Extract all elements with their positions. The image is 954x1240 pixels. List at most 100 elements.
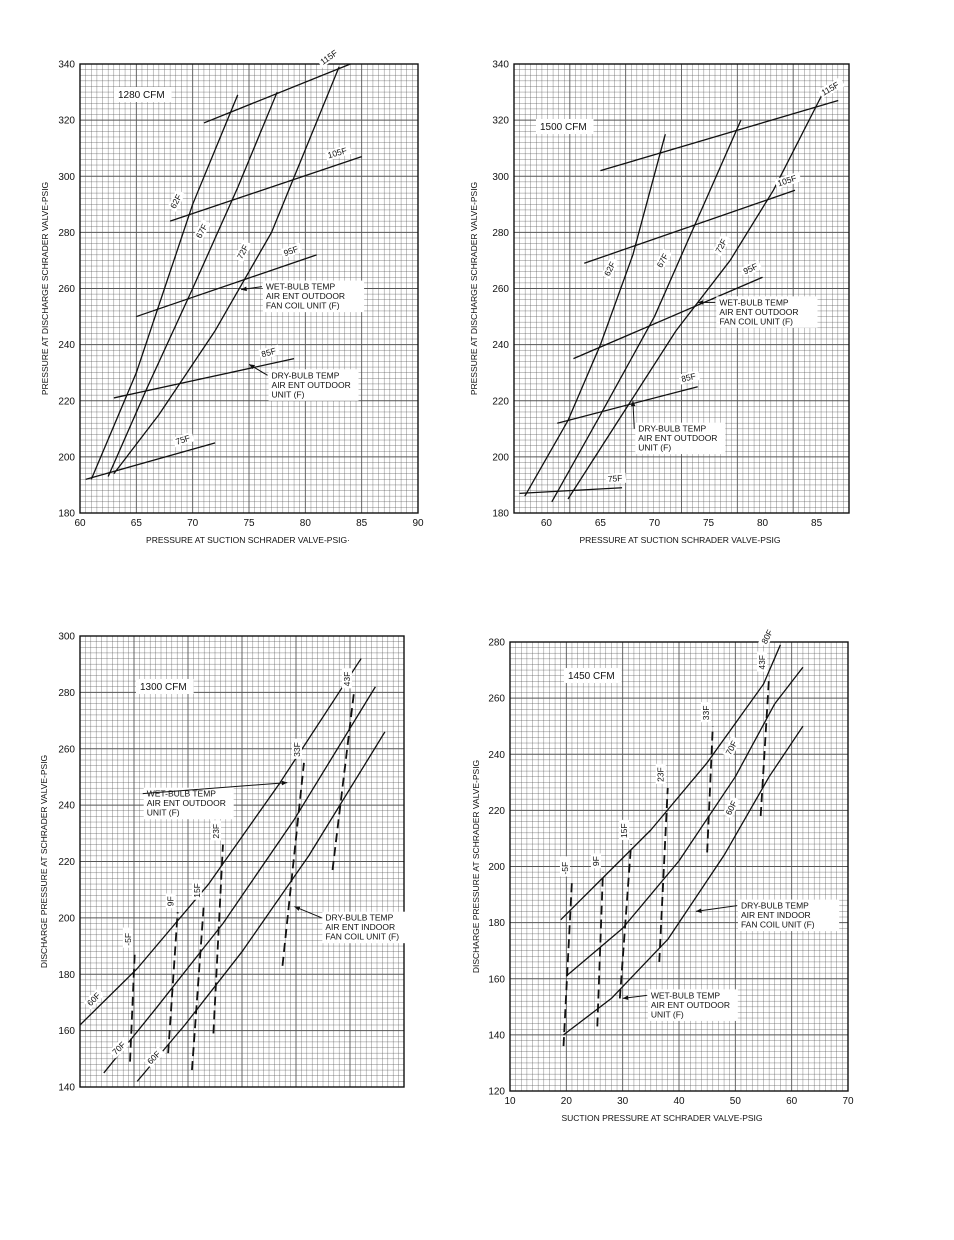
annotation-text: FAN COIL UNIT (F) <box>741 920 815 930</box>
y-tick-label: 240 <box>492 340 509 351</box>
series-label: 15F <box>619 823 629 838</box>
y-tick-label: 140 <box>58 1083 75 1094</box>
x-tick-label: 85 <box>356 518 368 529</box>
series-label-group: 23F <box>656 764 666 784</box>
y-axis-label: PRESSURE AT DISCHARGE SCHRADER VALVE-PSI… <box>469 182 479 395</box>
annotation-text: UNIT (F) <box>272 389 305 399</box>
annotation-text: AIR ENT INDOOR <box>741 910 811 920</box>
series-label-group: -5F <box>560 856 570 876</box>
y-tick-label: 260 <box>58 744 75 755</box>
series-label-group: 33F <box>292 739 302 759</box>
y-tick-label: 160 <box>58 1026 75 1037</box>
x-tick-label: 85 <box>811 518 823 529</box>
x-tick-label: 80 <box>757 518 769 529</box>
y-tick-label: 220 <box>58 857 75 868</box>
series-line-43F <box>333 692 354 870</box>
series-line-15F <box>192 904 204 1070</box>
y-tick-label: 280 <box>488 638 505 649</box>
y-tick-label: 260 <box>492 284 509 295</box>
y-tick-label: 220 <box>488 806 505 817</box>
y-tick-label: 220 <box>58 396 75 407</box>
series-label-group: -5F <box>123 928 133 948</box>
series-line--5F <box>564 881 572 1047</box>
series-line-70F <box>104 687 376 1073</box>
y-tick-label: 320 <box>492 116 509 127</box>
annotation-text: UNIT (F) <box>147 808 180 818</box>
series-label-group: 43F <box>342 668 352 688</box>
annotation-text: UNIT (F) <box>651 1009 684 1019</box>
series-line-33F <box>283 763 304 966</box>
annotation-arrowhead <box>282 781 288 786</box>
y-tick-label: 240 <box>58 340 75 351</box>
series-label-group: 105F <box>325 144 352 161</box>
y-tick-label: 180 <box>488 918 505 929</box>
y-tick-label: 240 <box>488 750 505 761</box>
annotation-text: DRY-BULB TEMP <box>325 913 393 923</box>
series-label-group: 23F <box>211 820 221 840</box>
series-label-group: 80F <box>758 625 776 648</box>
series-label-group: 9F <box>166 893 176 908</box>
x-tick-label: 70 <box>842 1096 854 1107</box>
series-label: 33F <box>292 742 302 757</box>
annotation-text: UNIT (F) <box>638 443 671 453</box>
annotation-text: AIR ENT OUTDOOR <box>638 433 717 443</box>
y-tick-label: 320 <box>58 116 75 127</box>
x-tick-label: 40 <box>673 1096 685 1107</box>
y-tick-label: 120 <box>488 1087 505 1098</box>
x-tick-label: 65 <box>595 518 607 529</box>
y-axis-label: DISCHARGE PRESSURE AT SCHRADER VALVE-PSI… <box>39 755 49 968</box>
annotation-text: DRY-BULB TEMP <box>638 424 706 434</box>
series-label: 75F <box>174 433 191 447</box>
chart-title: 1280 CFM <box>118 90 165 101</box>
x-tick-label: 30 <box>617 1096 629 1107</box>
y-tick-label: 280 <box>58 228 75 239</box>
series-label-group: 43F <box>757 651 767 671</box>
x-tick-label: 90 <box>412 518 424 529</box>
x-tick-label: 10 <box>504 1096 516 1107</box>
annotation-text: WET-BULB TEMP <box>651 990 721 1000</box>
series-line-43F <box>761 676 769 816</box>
y-tick-label: 140 <box>488 1030 505 1041</box>
y-tick-label: 300 <box>58 172 75 183</box>
y-tick-label: 260 <box>488 694 505 705</box>
y-tick-label: 200 <box>58 452 75 463</box>
y-tick-label: 340 <box>58 60 75 71</box>
series-label-group: 70F <box>722 736 740 759</box>
series-label: 85F <box>680 371 697 384</box>
annotation-text: WET-BULB TEMP <box>147 789 217 799</box>
chart-3-grid <box>80 636 404 1087</box>
x-tick-label: 70 <box>649 518 661 529</box>
y-axis-label: DISCHARGE PRESSURE AT SCHRADER VALVE-PSI… <box>471 760 481 973</box>
x-tick-label: 60 <box>74 518 86 529</box>
series-label-group: 33F <box>701 702 711 722</box>
annotation-text: DRY-BULB TEMP <box>741 901 809 911</box>
x-tick-label: 70 <box>187 518 199 529</box>
annotation-text: AIR ENT INDOOR <box>325 922 395 932</box>
annotation-text: DRY-BULB TEMP <box>272 370 340 380</box>
y-tick-label: 200 <box>492 452 509 463</box>
annotation-text: AIR ENT OUTDOOR <box>651 1000 730 1010</box>
series-label: 43F <box>342 672 352 687</box>
series-label: 33F <box>701 706 711 721</box>
y-tick-label: 200 <box>488 862 505 873</box>
series-label: 23F <box>211 824 221 839</box>
y-tick-label: 180 <box>58 509 75 520</box>
y-tick-label: 200 <box>58 913 75 924</box>
series-label: 75F <box>607 473 622 484</box>
annotation-arrowhead <box>623 995 629 1000</box>
x-tick-label: 60 <box>541 518 553 529</box>
chart-title: 1500 CFM <box>540 122 587 133</box>
series-label: 9F <box>166 896 176 906</box>
y-tick-label: 160 <box>488 974 505 985</box>
annotation-arrowhead <box>294 907 300 911</box>
series-label-group: 75F <box>605 473 626 484</box>
series-line-33F <box>707 726 713 852</box>
x-tick-label: 75 <box>703 518 715 529</box>
series-label-group: 67F <box>193 219 211 242</box>
y-tick-label: 280 <box>492 228 509 239</box>
series-label-group: 9F <box>591 853 601 868</box>
x-tick-label: 20 <box>561 1096 573 1107</box>
series-label: 43F <box>757 655 767 670</box>
